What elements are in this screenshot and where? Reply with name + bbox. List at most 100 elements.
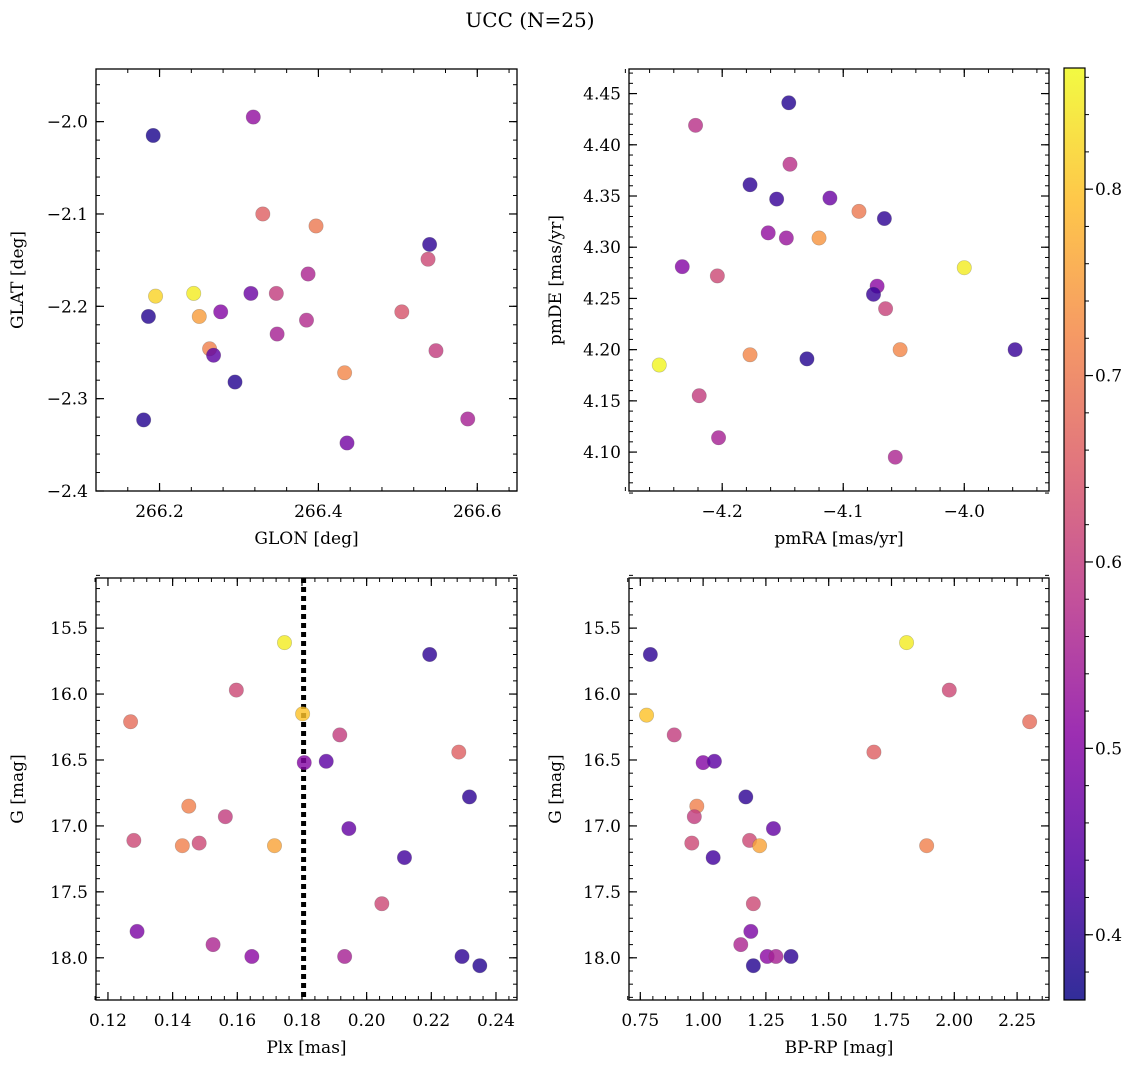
data-point: [145, 127, 161, 143]
data-point: [769, 191, 785, 207]
data-point: [688, 117, 704, 133]
y-tick-label: 4.35: [583, 187, 621, 207]
data-point: [686, 809, 702, 825]
data-point: [337, 365, 353, 381]
data-point: [126, 832, 142, 848]
colorbar-tick-label: 0.4: [1095, 926, 1122, 946]
colorbar-tick-label: 0.7: [1095, 367, 1122, 387]
data-point: [799, 351, 815, 367]
major-ticks: [96, 578, 517, 1000]
data-point: [956, 260, 972, 276]
x-tick-label: −4.0: [944, 502, 985, 522]
colorbar-tick-label: 0.5: [1095, 739, 1122, 759]
x-tick-label: 0.12: [89, 1011, 127, 1031]
data-point: [822, 190, 838, 206]
y-tick-label: 17.0: [583, 817, 621, 837]
data-point: [227, 374, 243, 390]
y-tick-label: 16.0: [583, 685, 621, 705]
y-axis-label: G [mag]: [546, 754, 566, 823]
minor-ticks: [624, 69, 1049, 494]
data-point: [181, 798, 197, 814]
y-tick-label: 16.5: [50, 751, 88, 771]
data-point: [186, 285, 202, 301]
y-tick-label: −2.2: [47, 297, 88, 317]
x-tick-label: 0.16: [218, 1011, 256, 1031]
minor-ticks: [627, 574, 1049, 1000]
y-tick-label: 4.20: [583, 341, 621, 361]
y-tick-label: 4.15: [583, 392, 621, 412]
data-point: [1022, 714, 1038, 730]
y-tick-label: 4.10: [583, 443, 621, 463]
data-point: [341, 821, 357, 837]
data-point: [191, 835, 207, 851]
colorbar-tick-label: 0.6: [1095, 553, 1122, 573]
data-point: [941, 682, 957, 698]
panel-plx-g: 0.12 0.14 0.16 0.18 0.20 0.22 0.24 15.5 16.0 16.5…: [8, 574, 518, 1058]
x-tick-label: 0.22: [412, 1011, 450, 1031]
x-tick-label: 1.75: [873, 1011, 911, 1031]
data-point: [396, 850, 412, 866]
data-point: [765, 821, 781, 837]
data-point: [213, 304, 229, 320]
x-tick-label: 2.00: [935, 1011, 973, 1031]
data-point: [742, 347, 758, 363]
x-tick-label: −4.1: [823, 502, 864, 522]
data-point: [851, 203, 867, 219]
data-point: [733, 937, 749, 953]
data-point: [129, 923, 145, 939]
x-axis-label: BP-RP [mag]: [785, 1038, 894, 1058]
data-point: [277, 635, 293, 651]
data-point: [300, 266, 316, 282]
data-point: [148, 288, 164, 304]
scatter-points: [651, 95, 1023, 465]
data-point: [866, 744, 882, 760]
x-tick-label: 0.18: [283, 1011, 321, 1031]
panel-glon-glat: 266.2 266.4 266.6 −2.4 −2.3 −2.2 −2.1 −2.0 GLON …: [8, 68, 518, 549]
data-point: [217, 809, 233, 825]
data-point: [136, 412, 152, 428]
x-tick-label: 1.00: [684, 1011, 722, 1031]
data-point: [899, 635, 915, 651]
data-point: [745, 958, 761, 974]
x-tick-label: 1.25: [747, 1011, 785, 1031]
data-point: [674, 259, 690, 275]
y-tick-label: 4.40: [583, 136, 621, 156]
x-tick-label: 266.2: [135, 502, 184, 522]
y-tick-label: 17.5: [50, 883, 88, 903]
axes-frame: [95, 577, 518, 1001]
colorbar: 0.4 0.5 0.6 0.7 0.8: [1063, 67, 1122, 1001]
data-point: [782, 156, 798, 172]
y-axis-label: GLAT [deg]: [8, 231, 28, 329]
data-point: [420, 251, 436, 267]
data-point: [919, 838, 935, 854]
data-point: [451, 744, 467, 760]
data-point: [781, 95, 797, 111]
x-tick-label: 0.75: [621, 1011, 659, 1031]
data-point: [268, 285, 284, 301]
data-point: [454, 948, 470, 964]
axes-frame: [628, 577, 1050, 1001]
data-point: [684, 835, 700, 851]
data-point: [243, 285, 259, 301]
y-tick-label: 17.5: [583, 883, 621, 903]
y-tick-label: 18.0: [583, 949, 621, 969]
data-point: [472, 958, 488, 974]
axes-frame: [95, 68, 518, 492]
y-tick-label: 16.5: [583, 751, 621, 771]
data-point: [752, 838, 768, 854]
data-point: [295, 706, 311, 722]
data-point: [374, 896, 390, 912]
panels-group: 266.2 266.4 266.6 −2.4 −2.3 −2.2 −2.1 −2.0 GLON …: [8, 68, 1050, 1058]
data-point: [878, 301, 894, 317]
data-point: [711, 430, 727, 446]
y-tick-label: 4.45: [583, 85, 621, 105]
data-point: [228, 682, 244, 698]
x-tick-label: 1.50: [810, 1011, 848, 1031]
data-point: [461, 789, 477, 805]
data-point: [394, 304, 410, 320]
data-point: [760, 225, 776, 241]
y-tick-label: −2.0: [47, 113, 88, 133]
data-point: [639, 707, 655, 723]
data-point: [876, 211, 892, 227]
